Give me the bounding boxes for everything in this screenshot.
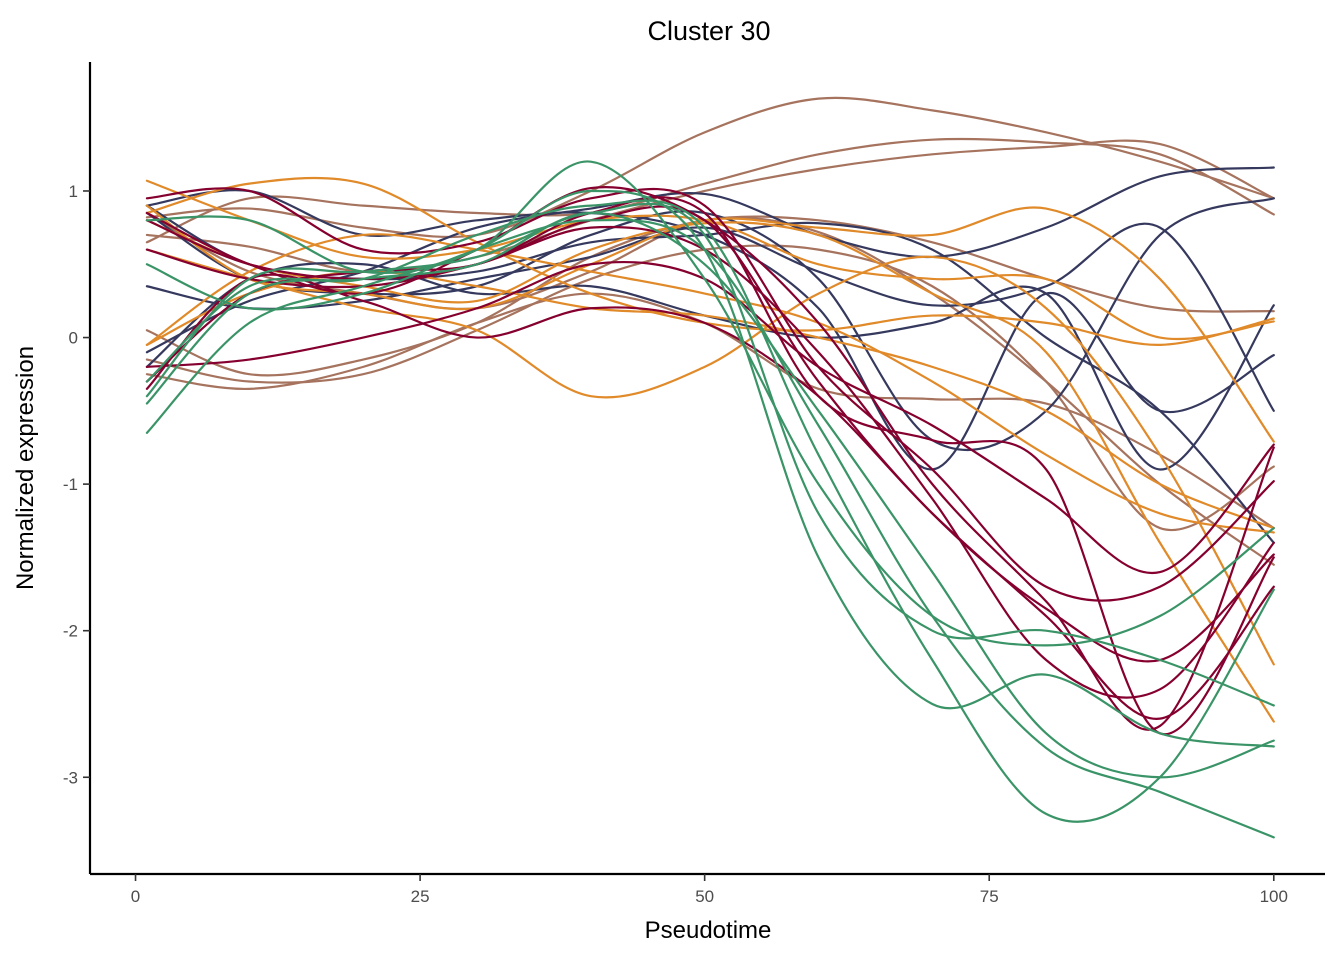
series-line-2	[145, 137, 1275, 244]
y-axis-ticks: 1 0 -1 -2 -3	[63, 182, 90, 787]
x-tick-label: 100	[1260, 887, 1288, 906]
x-tick-label: 0	[131, 887, 140, 906]
series-layer	[145, 96, 1275, 839]
y-tick-label: 1	[69, 182, 78, 201]
series-line-21	[145, 187, 1275, 602]
y-tick-label: 0	[69, 329, 78, 348]
series-line-1	[145, 96, 1275, 239]
y-tick-label: -3	[63, 768, 78, 787]
series-line-19	[145, 233, 1275, 534]
series-line-26	[145, 273, 1275, 720]
series-line-3	[145, 139, 1275, 273]
series-line-5	[145, 244, 1275, 532]
y-tick-label: -2	[63, 622, 78, 641]
y-axis-label: Normalized expression	[12, 346, 39, 590]
series-line-23	[145, 260, 1275, 575]
series-line-33	[145, 218, 1275, 839]
series-line-29	[145, 202, 1275, 707]
series-line-28	[145, 160, 1275, 647]
series-line-30	[145, 189, 1275, 748]
series-line-32	[145, 199, 1275, 823]
series-line-18	[145, 248, 1275, 666]
series-line-20	[145, 219, 1275, 723]
series-line-6	[145, 292, 1275, 530]
x-axis-label: Pseudotime	[645, 917, 772, 944]
x-tick-label: 50	[695, 887, 714, 906]
x-axis-ticks: 0 25 50 75 100	[131, 874, 1288, 906]
chart-title: Cluster 30	[647, 16, 770, 46]
series-line-7	[145, 211, 1275, 566]
series-line-25	[145, 225, 1275, 699]
x-tick-label: 75	[980, 887, 999, 906]
x-tick-label: 25	[411, 887, 430, 906]
y-tick-label: -1	[63, 475, 78, 494]
